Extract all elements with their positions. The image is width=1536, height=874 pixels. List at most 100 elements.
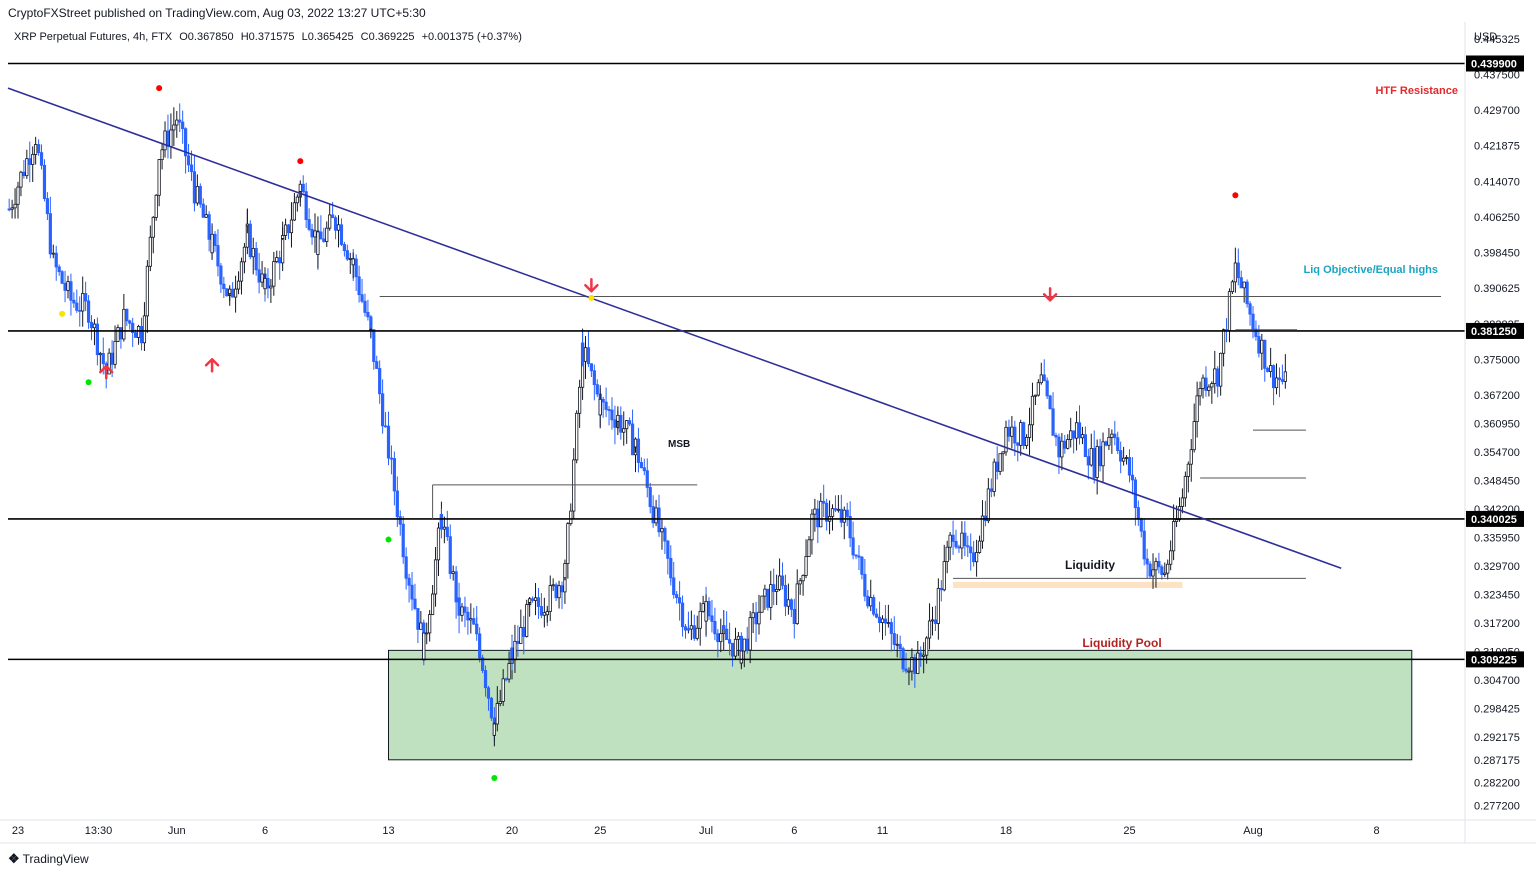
candle-body (563, 563, 567, 579)
candle-body (207, 214, 211, 240)
candle-body (913, 657, 917, 674)
candle-body (283, 224, 288, 236)
lines-layer (7, 62, 1465, 661)
candle-body (772, 584, 776, 592)
candle-body (654, 507, 658, 524)
candle-body (557, 585, 561, 599)
candle-body (10, 207, 14, 210)
candle-body (304, 191, 308, 220)
candle-body (1210, 383, 1214, 388)
candle-body (713, 620, 717, 635)
candle-body (789, 599, 793, 610)
candle-body (336, 224, 341, 231)
candle-body (181, 121, 185, 130)
arrow-down-icon (584, 277, 599, 293)
price-tick-label: 0.406250 (1474, 212, 1520, 224)
candle-body (974, 552, 979, 563)
candle-body (1086, 456, 1090, 466)
candle-body (1192, 421, 1196, 451)
candle-body (545, 611, 549, 616)
candle-body (472, 618, 476, 625)
candle-body (110, 352, 114, 365)
candle-body (169, 129, 173, 147)
candle-body (1057, 436, 1061, 458)
candle-body (725, 628, 729, 641)
candle-body (381, 393, 385, 427)
descending-trendline (7, 87, 1342, 570)
candle-body (466, 611, 470, 621)
candle-body (366, 312, 370, 318)
candle-body (1236, 262, 1240, 279)
candle-body (81, 293, 85, 312)
candle-body (98, 353, 102, 356)
candle-body (572, 459, 576, 512)
candle-body (575, 412, 579, 461)
candle-body (286, 224, 291, 234)
candle-body (695, 627, 699, 639)
candle-body (822, 500, 826, 504)
candle-body (1072, 430, 1076, 439)
footer-brand[interactable]: ❖ TradingView (8, 851, 89, 867)
price-tick-label: 0.317200 (1474, 618, 1520, 630)
candle-body (478, 633, 482, 659)
candle-body (977, 540, 982, 553)
candle-body (425, 632, 429, 635)
price-tick-label: 0.298425 (1474, 704, 1520, 716)
candle-body (745, 638, 749, 651)
candle-body (539, 606, 544, 616)
ohlc-open: O0.367850 (179, 31, 234, 43)
candle-body (1113, 433, 1117, 439)
candle-body (610, 409, 614, 421)
symbol-name[interactable]: XRP Perpetual Futures, 4h, FTX (14, 31, 173, 43)
time-tick-label: 25 (594, 825, 606, 837)
candle-body (1260, 339, 1264, 354)
candle-body (904, 668, 908, 672)
candle-body (213, 233, 217, 246)
candle-body (1122, 457, 1126, 462)
candle-body (883, 618, 888, 624)
candle-body (1051, 408, 1055, 436)
candle-body (239, 261, 244, 282)
candle-body (954, 540, 958, 548)
candle-body (910, 657, 914, 672)
candle-body (510, 647, 514, 661)
candle-body (1054, 435, 1058, 438)
candle-body (325, 227, 329, 242)
candle-body (166, 130, 170, 147)
candle-body (857, 555, 861, 558)
candle-body (604, 401, 608, 410)
candle-body (686, 628, 691, 631)
candle-body (189, 164, 194, 173)
candle-body (716, 633, 720, 643)
candle-body (401, 523, 405, 558)
candle-body (630, 423, 635, 456)
candle-body (1048, 395, 1052, 410)
candle-body (860, 556, 864, 575)
price-tick-label: 0.282200 (1474, 778, 1520, 790)
candle-body (533, 597, 538, 601)
msb-label: MSB (668, 439, 690, 450)
candle-body (833, 508, 838, 511)
candle-body (16, 186, 20, 205)
candle-body (1186, 463, 1190, 477)
candle-body (986, 488, 990, 522)
candle-body (410, 584, 414, 600)
signal-dot-icon (588, 294, 595, 301)
candle-body (257, 269, 261, 283)
signal-dot-icon (156, 85, 163, 92)
candle-body (551, 584, 555, 587)
candle-body (413, 598, 417, 609)
candle-body (804, 556, 808, 576)
price-tick-label: 0.445325 (1474, 34, 1520, 46)
price-tick-label: 0.360950 (1474, 419, 1520, 431)
candle-body (1136, 507, 1140, 520)
candle-body (1271, 365, 1276, 389)
price-tick-label: 0.304700 (1474, 675, 1520, 687)
candle-body (219, 265, 223, 285)
candle-body (57, 266, 61, 273)
candle-body (939, 587, 943, 591)
candle-body (504, 678, 508, 681)
candle-body (777, 575, 782, 590)
candle-body (307, 219, 311, 230)
